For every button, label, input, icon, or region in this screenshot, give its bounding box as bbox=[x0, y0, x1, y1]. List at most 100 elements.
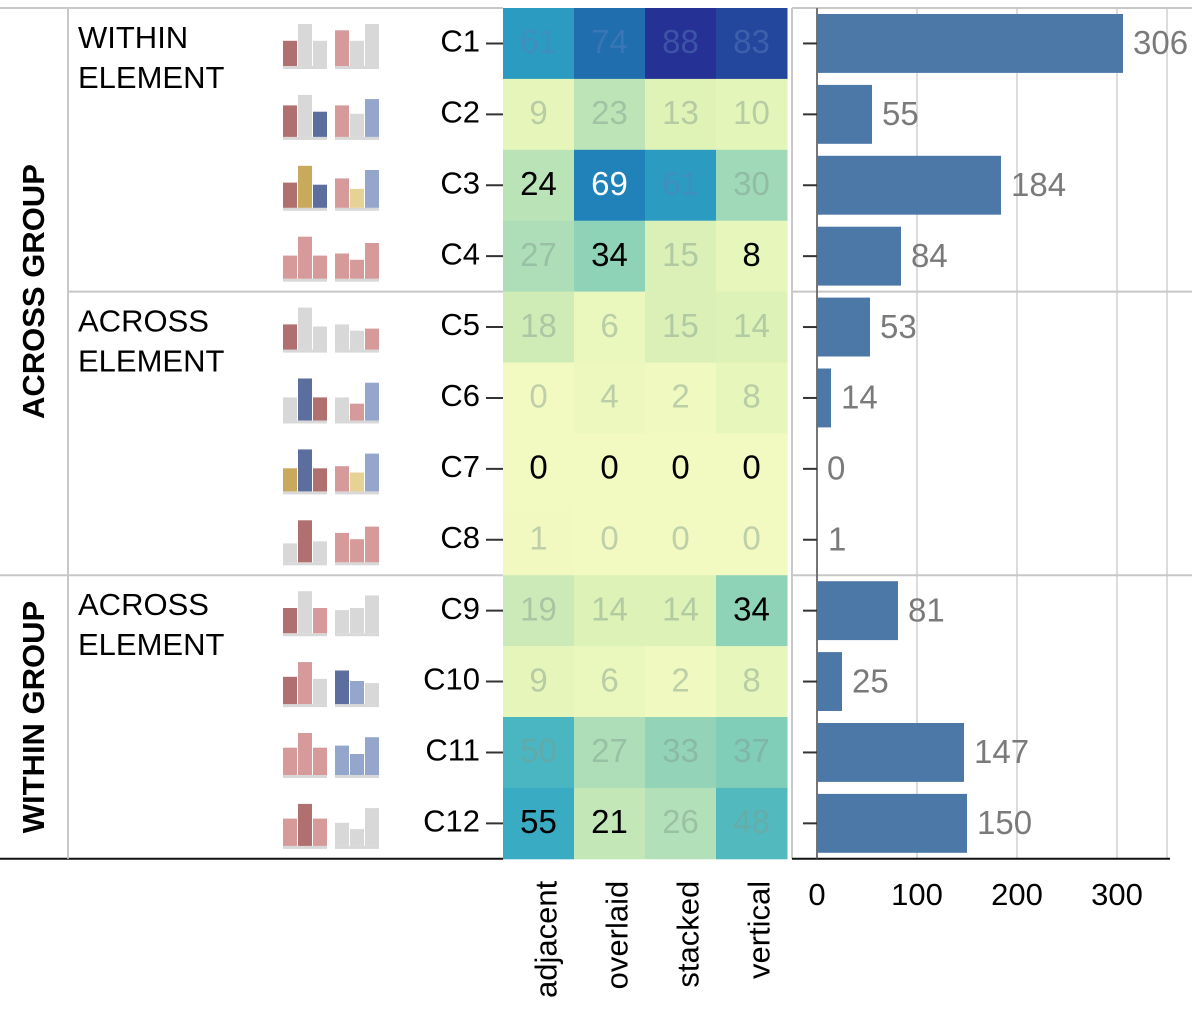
heatmap-cell bbox=[716, 646, 788, 718]
heatmap-cell-label: 0 bbox=[600, 519, 618, 556]
heatmap-cell-label: 6 bbox=[600, 661, 618, 698]
row-label: C12 bbox=[423, 804, 480, 839]
heatmap-cell-label: 0 bbox=[742, 449, 760, 486]
row-label: C9 bbox=[440, 591, 480, 626]
glyph-baseline bbox=[335, 136, 379, 140]
heatmap-cell bbox=[574, 362, 646, 434]
glyph-left-bar bbox=[313, 818, 327, 846]
glyph-right-bar bbox=[350, 259, 364, 279]
heatmap-cell-label: 10 bbox=[733, 94, 770, 131]
heatmap-cell-label: 26 bbox=[662, 803, 699, 840]
glyph-baseline bbox=[283, 562, 327, 566]
heatmap-cell-label: 83 bbox=[733, 23, 770, 60]
heatmap-cell bbox=[503, 291, 575, 363]
glyph-right-bar bbox=[335, 670, 349, 705]
heatmap-cell-label: 2 bbox=[671, 378, 689, 415]
heatmap-cell-label: 55 bbox=[520, 803, 557, 840]
heatmap-cell bbox=[645, 291, 717, 363]
glyph-right-bar bbox=[365, 328, 379, 350]
heatmap-cell bbox=[645, 149, 717, 222]
heatmap-cell bbox=[716, 433, 788, 505]
glyph-left-bar bbox=[283, 608, 297, 634]
heatmap-cell-label: 37 bbox=[733, 732, 770, 769]
glyph-left-bar bbox=[283, 676, 297, 705]
glyph-right-bar bbox=[350, 829, 364, 846]
bar bbox=[817, 652, 842, 711]
glyph-baseline bbox=[283, 633, 327, 637]
row-labels: C1 C2 C3 C4 C5 C6 C7 C8 C9 C10 C11 C12 bbox=[423, 24, 503, 839]
heatmap-cell-label: 0 bbox=[529, 449, 547, 486]
heatmap-cell bbox=[716, 362, 788, 434]
heatmap-cell-label: 0 bbox=[671, 449, 689, 486]
glyph-baseline bbox=[335, 633, 379, 637]
glyph-baseline bbox=[335, 278, 379, 282]
heatmap-cell bbox=[503, 504, 575, 576]
heatmap-cell bbox=[574, 78, 646, 151]
heatmap-cell bbox=[716, 8, 788, 80]
glyph-baseline bbox=[283, 704, 327, 708]
glyph-right-bar bbox=[335, 745, 349, 775]
glyph-right-bar bbox=[365, 808, 379, 846]
glyph-left-bar bbox=[283, 543, 297, 563]
glyph-left-bar bbox=[313, 678, 327, 705]
bar-value-label: 25 bbox=[852, 662, 889, 699]
heatmap-cell bbox=[574, 8, 646, 80]
glyph-baseline bbox=[335, 420, 379, 424]
heatmap-cell bbox=[574, 787, 646, 860]
heatmap-cell bbox=[503, 433, 575, 505]
bar bbox=[817, 226, 901, 286]
row-label: C1 bbox=[440, 24, 480, 59]
heatmap-cell bbox=[645, 504, 717, 576]
glyph-right-bar bbox=[365, 683, 379, 705]
glyph-right-bar bbox=[350, 754, 364, 775]
heatmap-cell bbox=[503, 646, 575, 718]
subgroup-label: ELEMENT bbox=[78, 60, 224, 95]
heatmap-cell-label: 0 bbox=[671, 519, 689, 556]
subgroup-label: ELEMENT bbox=[78, 627, 224, 662]
bar bbox=[817, 510, 818, 570]
subgroup-label: WITHIN bbox=[78, 20, 188, 55]
glyph-left-bar bbox=[298, 733, 312, 775]
heatmap-cell bbox=[716, 220, 788, 293]
bar bbox=[817, 793, 967, 853]
glyph-baseline bbox=[283, 136, 327, 140]
heatmap-cell bbox=[574, 575, 646, 647]
bar-value-label: 147 bbox=[974, 733, 1029, 770]
row-label: C2 bbox=[440, 95, 480, 130]
glyph-left-bar bbox=[298, 165, 312, 208]
glyph-left-bar bbox=[313, 184, 327, 208]
glyph-left-bar bbox=[283, 40, 297, 66]
group-labels: ACROSS GROUP WITHIN GROUP WITHIN ELEMENT ACR… bbox=[16, 20, 224, 833]
glyph-right-bar bbox=[350, 188, 364, 208]
glyph-right-bar bbox=[350, 330, 364, 350]
glyph-right-bar bbox=[335, 532, 349, 563]
heatmap-cell bbox=[645, 575, 717, 647]
heatmap-cell-label: 33 bbox=[662, 732, 699, 769]
heatmap-cell-label: 0 bbox=[600, 449, 618, 486]
row-label: C3 bbox=[440, 165, 480, 200]
glyph-right-bar bbox=[350, 113, 364, 137]
heatmap-cell bbox=[574, 717, 646, 789]
heatmap-cell-label: 15 bbox=[662, 236, 699, 273]
bar-tick-label: 200 bbox=[991, 877, 1043, 912]
glyph-right-bar bbox=[365, 526, 379, 563]
row-glyph-icons bbox=[283, 24, 379, 849]
bar-value-label: 1 bbox=[828, 520, 846, 557]
group-label: WITHIN GROUP bbox=[16, 601, 51, 834]
bar-value-label: 0 bbox=[827, 450, 845, 487]
heatmap-cell-label: 27 bbox=[591, 732, 628, 769]
glyph-right-bar bbox=[335, 610, 349, 634]
heatmap-cell-label: 88 bbox=[662, 23, 699, 60]
heatmap-cell-label: 8 bbox=[742, 378, 760, 415]
glyph-baseline bbox=[283, 349, 327, 353]
bar bbox=[817, 84, 872, 144]
heatmap-cell-label: 0 bbox=[742, 519, 760, 556]
glyph-right-bar bbox=[335, 178, 349, 208]
glyph-left-bar bbox=[313, 747, 327, 775]
bar-tick-label: 100 bbox=[891, 877, 943, 912]
glyph-left-bar bbox=[313, 608, 327, 634]
heatmap-cell bbox=[574, 433, 646, 505]
heatmap-cell-label: 23 bbox=[591, 94, 628, 131]
heatmap-cell bbox=[716, 291, 788, 363]
